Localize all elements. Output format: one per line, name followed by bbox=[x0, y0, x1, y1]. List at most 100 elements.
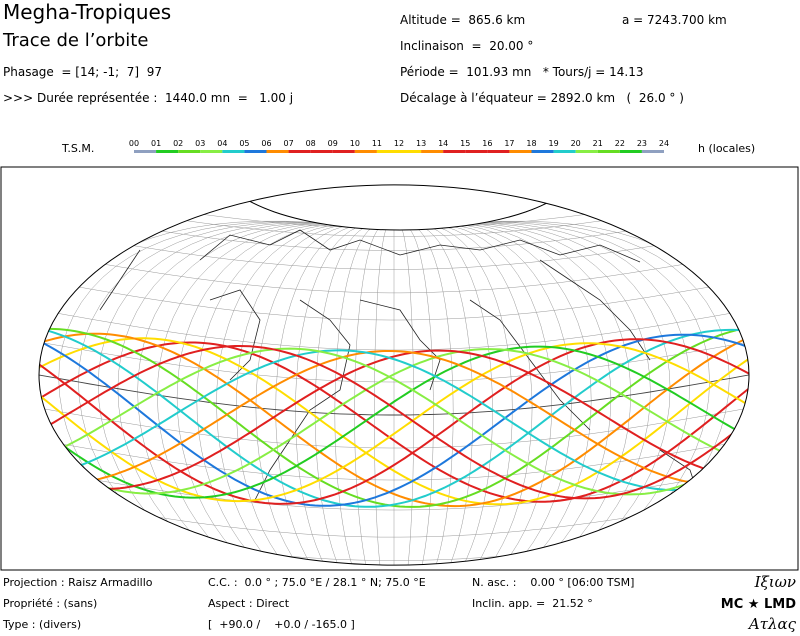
duree: >>> Durée représentée : 1440.0 mn = 1.00… bbox=[3, 91, 293, 105]
parallel bbox=[38, 225, 749, 270]
legend-swatch bbox=[443, 150, 466, 153]
orbit-tracks bbox=[38, 324, 749, 508]
legend-swatch bbox=[399, 150, 422, 153]
legend-swatch bbox=[376, 150, 399, 153]
projection-cutout bbox=[221, 184, 579, 231]
type: Type : (divers) bbox=[2, 618, 81, 631]
legend-swatch bbox=[575, 150, 598, 153]
legend-swatch bbox=[465, 150, 488, 153]
legend-hour: 19 bbox=[548, 139, 558, 148]
legend-hour: 10 bbox=[350, 139, 360, 148]
orbit-track bbox=[38, 348, 749, 495]
legend-swatch bbox=[553, 150, 576, 153]
orbit-track bbox=[38, 341, 749, 503]
map bbox=[38, 184, 749, 566]
legend-hour: 04 bbox=[217, 139, 227, 148]
parallel bbox=[38, 248, 749, 294]
projection: Projection : Raisz Armadillo bbox=[3, 576, 153, 589]
legend-hour: 21 bbox=[593, 139, 603, 148]
legend-hour: 02 bbox=[173, 139, 183, 148]
legend-hour: 16 bbox=[482, 139, 492, 148]
ascending-node: N. asc. : 0.00 ° [06:00 TSM] bbox=[472, 576, 634, 589]
legend-hour: 20 bbox=[571, 139, 581, 148]
aspect: Aspect : Direct bbox=[208, 597, 290, 610]
legend-swatch bbox=[421, 150, 444, 153]
semi-major-axis: a = 7243.700 km bbox=[622, 13, 727, 27]
legend: 00 01 02 03 04 05 06 07 08 09 10 11 12 13 14 15 16 17 18 19… bbox=[129, 139, 669, 153]
legend-swatch bbox=[156, 150, 179, 153]
legend-swatch bbox=[178, 150, 201, 153]
legend-hour: 23 bbox=[637, 139, 647, 148]
legend-swatch bbox=[288, 150, 311, 153]
legend-swatch bbox=[200, 150, 223, 153]
offset: Décalage à l’équateur = 2892.0 km ( 26.0… bbox=[400, 91, 684, 105]
logo-bottom: Ατλας bbox=[747, 615, 797, 632]
legend-unit: h (locales) bbox=[698, 142, 755, 155]
legend-hour: 24 bbox=[659, 139, 669, 148]
legend-hour: 18 bbox=[526, 139, 536, 148]
legend-hour: 09 bbox=[328, 139, 338, 148]
legend-swatch bbox=[531, 150, 554, 153]
legend-swatch bbox=[641, 150, 664, 153]
logo-top: Iξιων bbox=[754, 573, 796, 591]
legend-hour: 15 bbox=[460, 139, 470, 148]
legend-swatch bbox=[266, 150, 289, 153]
orbit-track bbox=[38, 350, 749, 487]
orbit-track bbox=[38, 333, 749, 507]
orbit-track bbox=[38, 345, 749, 500]
legend-swatch bbox=[619, 150, 642, 153]
orbit-track bbox=[38, 324, 749, 508]
parallel bbox=[38, 306, 749, 351]
legend-hour: 14 bbox=[438, 139, 448, 148]
legend-swatch bbox=[354, 150, 377, 153]
legend-hour: 00 bbox=[129, 139, 139, 148]
legend-swatch bbox=[487, 150, 510, 153]
legend-hour: 03 bbox=[195, 139, 205, 148]
parallel bbox=[38, 276, 749, 321]
legend-label: T.S.M. bbox=[61, 142, 94, 155]
legend-hour: 22 bbox=[615, 139, 625, 148]
globe-outline bbox=[38, 184, 750, 566]
legend-hour: 01 bbox=[151, 139, 161, 148]
altitude: Altitude = 865.6 km bbox=[400, 13, 525, 27]
orbit-track bbox=[38, 349, 749, 491]
phasage: Phasage = [14; -1; 7] 97 bbox=[3, 65, 162, 79]
parallel bbox=[38, 338, 749, 383]
period: Période = 101.93 mn * Tours/j = 14.13 bbox=[400, 65, 644, 79]
legend-hour: 11 bbox=[372, 139, 382, 148]
legend-swatch bbox=[244, 150, 267, 153]
legend-hour: 12 bbox=[394, 139, 404, 148]
inclination: Inclinaison = 20.00 ° bbox=[400, 39, 533, 53]
parallel bbox=[38, 404, 749, 449]
legend-hour: 08 bbox=[306, 139, 316, 148]
orbit-track bbox=[38, 338, 749, 505]
legend-hour: 17 bbox=[504, 139, 514, 148]
orbit-track bbox=[38, 349, 749, 492]
legend-swatch bbox=[597, 150, 620, 153]
parallel bbox=[38, 436, 749, 481]
orbit-track bbox=[38, 342, 749, 503]
apparent-inclination: Inclin. app. = 21.52 ° bbox=[472, 597, 593, 610]
map-frame bbox=[0, 166, 799, 571]
legend-hour: 07 bbox=[283, 139, 293, 148]
legend-swatch bbox=[134, 150, 157, 153]
orbit-track bbox=[38, 337, 749, 506]
orbit-track bbox=[38, 347, 749, 496]
subtitle: Trace de l’orbite bbox=[2, 30, 148, 51]
logo-mid: MC ★ LMD bbox=[721, 597, 796, 612]
legend-swatch bbox=[310, 150, 333, 153]
legend-swatch bbox=[332, 150, 355, 153]
legend-hour: 13 bbox=[416, 139, 426, 148]
legend-swatch bbox=[222, 150, 245, 153]
title: Megha-Tropiques bbox=[3, 0, 171, 24]
property: Propriété : (sans) bbox=[3, 597, 97, 610]
orbit-track bbox=[38, 325, 749, 508]
center: C.C. : 0.0 ° ; 75.0 °E / 28.1 ° N; 75.0 … bbox=[208, 576, 426, 589]
legend-hour: 05 bbox=[239, 139, 249, 148]
coastlines bbox=[99, 229, 701, 501]
legend-swatch bbox=[509, 150, 532, 153]
orbit-track bbox=[38, 331, 749, 508]
orbit-track bbox=[38, 345, 749, 499]
